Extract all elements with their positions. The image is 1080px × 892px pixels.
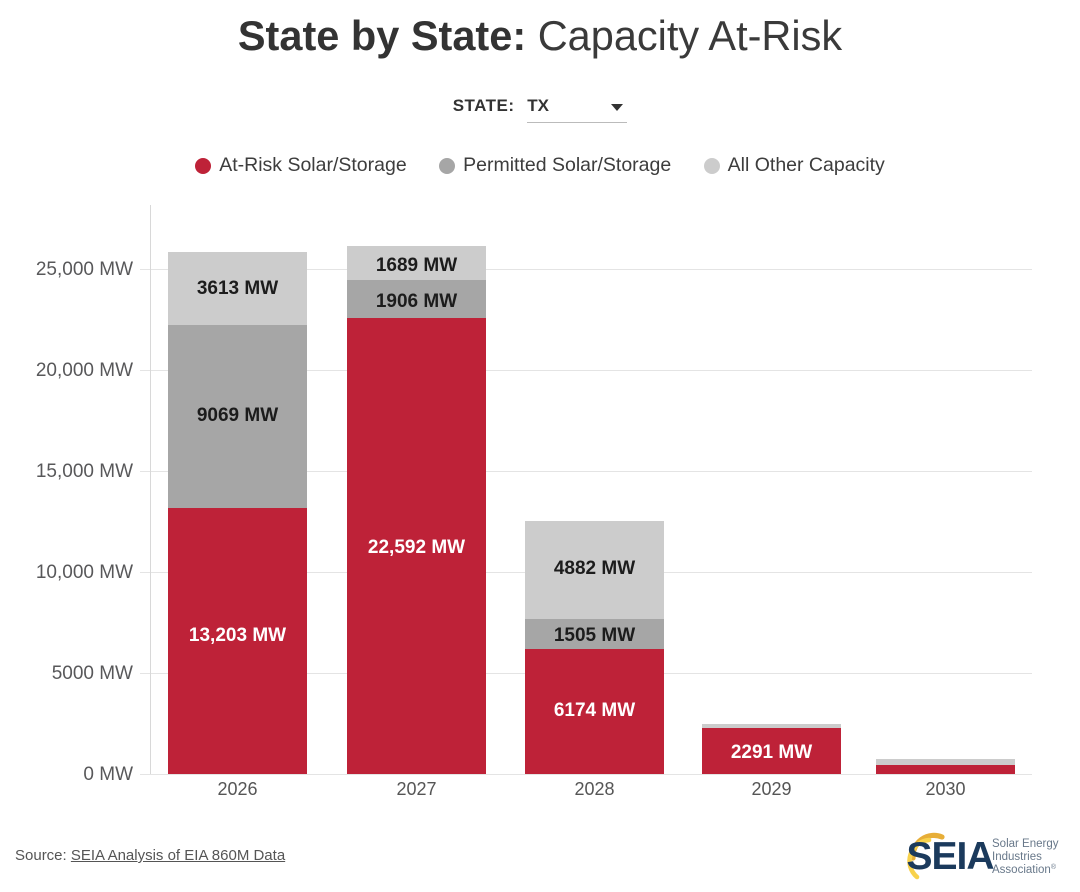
svg-text:Industries: Industries	[992, 851, 1042, 863]
svg-text:Solar Energy: Solar Energy	[992, 838, 1059, 850]
svg-text:SEIA: SEIA	[906, 835, 994, 878]
svg-text:Association®: Association®	[992, 863, 1057, 876]
